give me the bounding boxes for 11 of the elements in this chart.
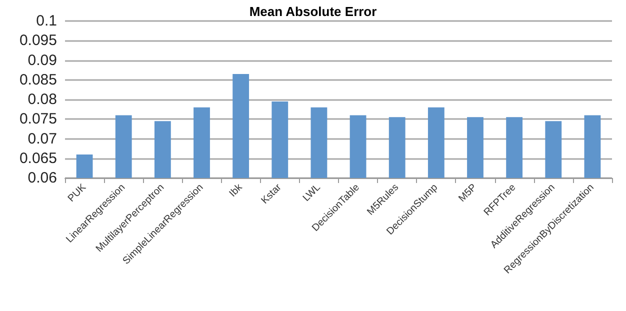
x-tick-label: Ibk (228, 182, 245, 200)
chart-title: Mean Absolute Error (249, 4, 377, 19)
y-tick-label: 0.08 (28, 91, 57, 108)
y-tick-label: 0.085 (19, 71, 57, 88)
y-tick-label: 0.095 (19, 32, 57, 50)
y-tick-label: 0.1 (36, 12, 57, 30)
y-tick-label: 0.065 (19, 150, 57, 167)
y-tick-label: 0.075 (19, 110, 57, 128)
y-tick-label: 0.06 (28, 170, 57, 186)
y-tick-label: 0.07 (28, 130, 57, 148)
y-tick-label: 0.09 (28, 52, 57, 69)
